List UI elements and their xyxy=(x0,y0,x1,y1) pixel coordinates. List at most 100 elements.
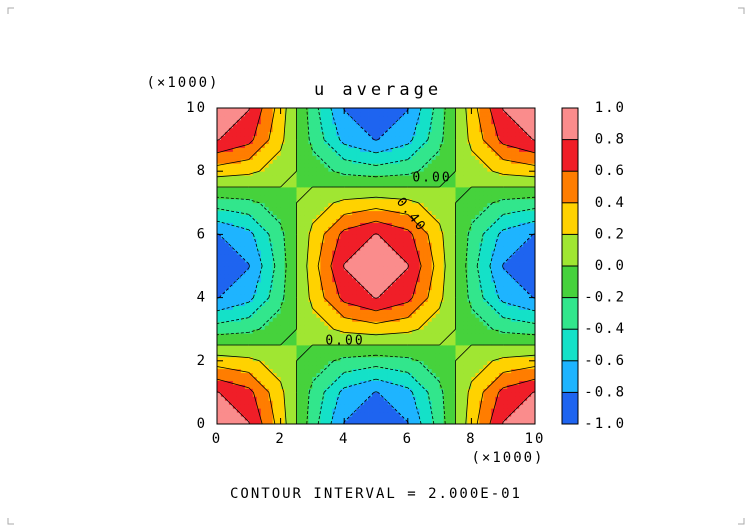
field-cell xyxy=(423,273,429,279)
field-cell xyxy=(519,372,524,377)
field-cell xyxy=(292,214,297,219)
field-cell xyxy=(217,194,222,200)
field-cell xyxy=(276,179,282,184)
field-cell xyxy=(431,384,437,389)
field-cell xyxy=(511,218,516,223)
field-cell xyxy=(487,408,492,413)
field-cell xyxy=(499,412,504,417)
field-cell xyxy=(284,372,289,377)
field-cell xyxy=(439,368,444,374)
field-cell xyxy=(292,408,297,413)
field-cell xyxy=(280,206,285,212)
field-cell xyxy=(352,360,357,366)
field-cell xyxy=(256,198,262,204)
field-cell xyxy=(264,246,270,251)
field-cell xyxy=(419,396,425,401)
field-cell xyxy=(336,380,341,385)
field-cell xyxy=(348,289,353,295)
field-cell xyxy=(220,250,226,255)
field-cell xyxy=(296,293,301,298)
field-cell xyxy=(276,266,282,271)
field-cell xyxy=(228,341,234,346)
field-cell xyxy=(224,238,230,243)
field-cell xyxy=(419,372,425,377)
field-cell xyxy=(308,273,313,279)
field-cell xyxy=(372,175,377,180)
field-cell xyxy=(439,206,444,212)
field-cell xyxy=(332,388,337,393)
field-cell xyxy=(459,380,464,385)
field-cell xyxy=(228,309,234,314)
field-cell xyxy=(217,420,222,425)
field-cell xyxy=(272,190,278,196)
field-cell xyxy=(515,202,520,208)
field-cell xyxy=(463,368,468,374)
field-cell xyxy=(487,333,492,338)
field-cell xyxy=(284,396,289,401)
field-cell xyxy=(455,273,460,279)
field-cell xyxy=(503,258,508,263)
field-cell xyxy=(455,175,460,180)
field-cell xyxy=(467,372,472,377)
field-cell xyxy=(300,206,305,212)
field-cell xyxy=(459,179,464,184)
field-cell xyxy=(220,206,226,212)
field-cell xyxy=(471,345,476,350)
field-cell xyxy=(427,368,433,374)
field-cell xyxy=(415,226,421,231)
field-cell xyxy=(391,364,397,370)
field-cell xyxy=(276,273,282,279)
field-cell xyxy=(240,269,246,275)
field-cell xyxy=(276,183,282,188)
field-cell xyxy=(523,258,528,263)
field-cell xyxy=(232,226,238,231)
field-cell xyxy=(387,404,393,409)
field-cell xyxy=(379,202,385,208)
field-cell xyxy=(479,269,484,275)
field-cell xyxy=(332,198,337,204)
field-cell xyxy=(503,214,508,219)
field-cell xyxy=(228,313,234,318)
field-cell xyxy=(348,202,353,208)
field-cell xyxy=(220,285,226,291)
field-cell xyxy=(352,408,357,413)
field-cell xyxy=(332,317,337,322)
field-cell xyxy=(348,226,353,231)
field-cell xyxy=(320,202,325,208)
field-cell xyxy=(463,194,468,200)
field-cell xyxy=(503,412,508,417)
field-cell xyxy=(403,238,409,243)
field-cell xyxy=(399,396,405,401)
field-cell xyxy=(403,317,409,322)
field-cell xyxy=(523,238,528,243)
field-cell xyxy=(296,242,301,247)
field-cell xyxy=(471,329,476,334)
field-cell xyxy=(471,254,476,259)
field-cell xyxy=(391,337,397,342)
field-cell xyxy=(288,368,293,374)
field-cell xyxy=(232,348,238,354)
field-cell xyxy=(328,194,333,200)
field-cell xyxy=(527,238,532,243)
field-cell xyxy=(519,329,524,334)
field-cell xyxy=(499,333,504,338)
field-cell xyxy=(415,171,421,176)
field-cell xyxy=(415,202,421,208)
field-cell xyxy=(443,230,448,235)
field-cell xyxy=(320,258,325,263)
field-cell xyxy=(284,281,289,287)
field-cell xyxy=(224,246,230,251)
field-cell xyxy=(459,313,464,318)
field-cell xyxy=(411,412,417,417)
field-cell xyxy=(304,345,309,350)
field-cell xyxy=(228,317,234,322)
field-cell xyxy=(467,206,472,212)
field-cell xyxy=(308,281,313,287)
field-cell xyxy=(451,301,456,306)
field-cell xyxy=(288,179,293,184)
field-cell xyxy=(324,384,329,389)
field-cell xyxy=(248,325,254,330)
field-cell xyxy=(467,356,472,362)
field-cell xyxy=(435,348,441,354)
field-cell xyxy=(252,317,258,322)
